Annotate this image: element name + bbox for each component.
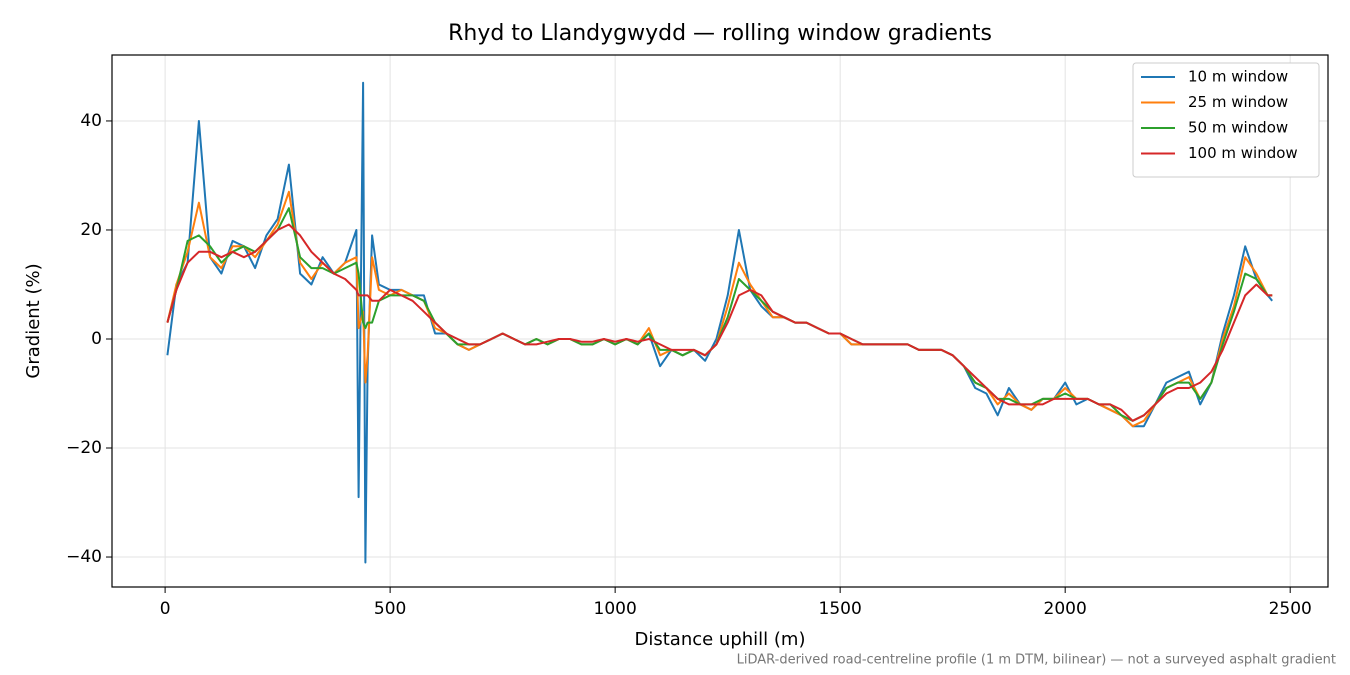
legend-label: 10 m window [1188,68,1288,86]
series-line [166,207,1273,422]
y-tick-label: 0 [91,329,102,349]
y-axis-label: Gradient (%) [23,263,44,378]
legend-label: 25 m window [1188,93,1288,111]
annotation: LiDAR-derived road-centreline profile (1… [737,653,1336,668]
series-line [166,190,1273,428]
x-tick-label: 2500 [1269,599,1312,619]
x-axis-label: Distance uphill (m) [635,629,806,650]
x-tick-label: 0 [160,599,171,619]
y-tick-label: 40 [80,111,102,131]
plot-frame [111,54,1329,588]
y-tick-label: −40 [66,547,102,567]
x-tick-label: 500 [374,599,406,619]
series-line [166,81,1273,564]
chart-title: Rhyd to Llandygwydd — rolling window gra… [448,21,992,46]
y-tick-label: −20 [66,438,102,458]
x-tick-label: 2000 [1044,599,1087,619]
series-line [166,223,1273,422]
x-tick-label: 1000 [594,599,637,619]
legend-label: 100 m window [1188,144,1298,162]
legend-label: 50 m window [1188,119,1288,137]
y-tick-label: 20 [80,220,102,240]
x-tick-label: 1500 [819,599,862,619]
legend: 10 m window 25 m window 50 m window 100 m w… [1132,62,1320,178]
legend-box [1132,62,1320,178]
